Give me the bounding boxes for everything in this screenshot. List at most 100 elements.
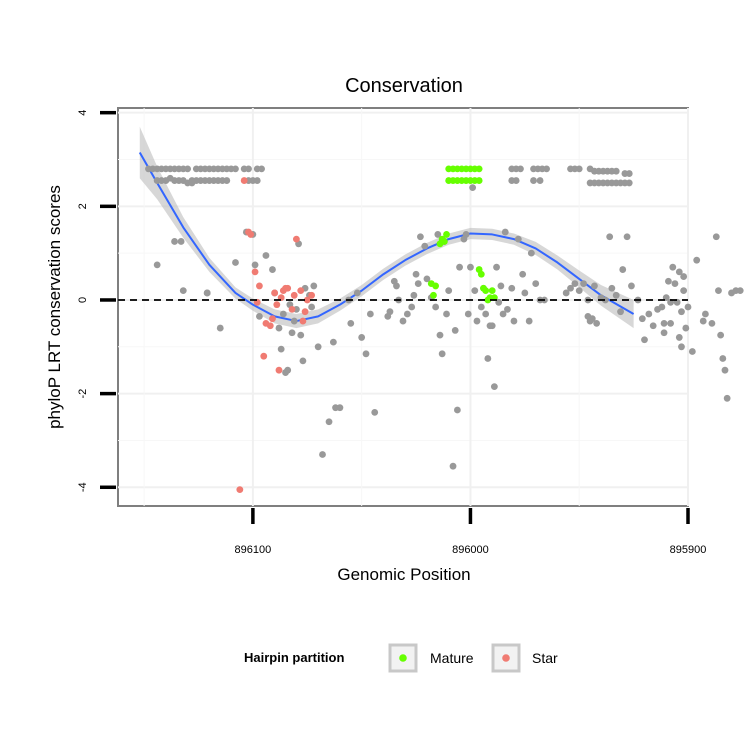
point-mature — [432, 282, 440, 290]
point-star — [275, 366, 283, 374]
point-other — [641, 336, 648, 344]
point-mature — [440, 238, 448, 245]
point-other — [584, 312, 592, 320]
point-other — [310, 282, 318, 290]
point-other — [436, 331, 444, 339]
y-tick-label: -4 — [77, 482, 89, 492]
point-other — [612, 291, 620, 299]
point-other — [434, 231, 442, 238]
point-other — [245, 165, 252, 173]
point-other — [421, 242, 429, 250]
point-mature — [488, 287, 496, 295]
point-other — [702, 310, 709, 318]
point-other — [284, 366, 292, 374]
point-other — [253, 177, 261, 184]
point-other — [329, 338, 337, 346]
axes: -4 -2 0 2 4 896100 896000 895900 — [77, 110, 706, 556]
point-star — [269, 315, 276, 323]
point-other — [432, 303, 440, 311]
point-other — [723, 394, 731, 402]
point-other — [290, 317, 298, 325]
point-other — [712, 233, 720, 241]
point-other — [477, 303, 485, 311]
point-other — [736, 287, 744, 295]
point-other — [580, 280, 587, 287]
point-other — [279, 310, 287, 318]
point-other — [171, 238, 178, 245]
point-other — [488, 322, 496, 330]
point-other — [532, 280, 540, 287]
point-other — [473, 317, 481, 325]
point-other — [403, 310, 411, 318]
point-star — [284, 284, 292, 292]
legend-label-star: Star — [532, 650, 558, 666]
point-other — [571, 280, 579, 287]
point-other — [495, 298, 503, 306]
plot-panel — [117, 107, 689, 507]
point-other — [721, 366, 729, 374]
point-star — [297, 287, 305, 295]
point-other — [469, 184, 477, 192]
point-star — [308, 291, 316, 299]
point-other — [467, 263, 474, 271]
point-other — [536, 177, 544, 184]
point-other — [258, 165, 265, 173]
point-other — [336, 404, 344, 412]
point-other — [408, 303, 416, 311]
point-other — [277, 345, 285, 353]
point-other — [669, 263, 677, 271]
point-other — [612, 167, 620, 175]
point-other — [177, 238, 185, 245]
point-other — [525, 317, 533, 325]
point-other — [606, 233, 614, 241]
point-other — [512, 177, 520, 184]
point-other — [179, 287, 187, 295]
point-other — [490, 383, 498, 390]
point-other — [619, 266, 627, 273]
x-tick-label: 895900 — [670, 544, 707, 556]
point-other — [497, 282, 505, 290]
point-other — [517, 165, 524, 173]
point-other — [521, 289, 529, 297]
point-other — [562, 289, 570, 297]
point-other — [347, 319, 355, 327]
point-other — [617, 308, 624, 316]
point-other — [386, 308, 394, 316]
point-other — [417, 233, 424, 241]
chart-title: Conservation — [345, 75, 463, 97]
point-other — [667, 319, 674, 327]
legend-dot-star — [502, 654, 510, 662]
point-other — [371, 408, 379, 416]
point-star — [247, 231, 255, 238]
point-other — [638, 315, 646, 323]
point-other — [608, 284, 616, 292]
point-other — [319, 451, 326, 458]
point-other — [678, 308, 685, 316]
point-other — [680, 273, 688, 280]
point-other — [665, 277, 672, 285]
point-star — [266, 322, 274, 330]
point-star — [251, 268, 259, 276]
point-other — [693, 256, 701, 264]
point-star — [292, 235, 300, 243]
point-other — [543, 165, 550, 173]
point-other — [232, 165, 239, 173]
point-other — [456, 263, 463, 271]
point-other — [393, 282, 400, 290]
point-other — [443, 310, 450, 318]
y-tick-label: -2 — [77, 389, 89, 399]
point-other — [362, 350, 370, 358]
point-other — [591, 282, 598, 290]
point-other — [153, 261, 161, 269]
point-other — [628, 282, 635, 290]
point-other — [299, 357, 307, 365]
point-other — [423, 275, 431, 283]
point-other — [717, 331, 725, 339]
point-other — [462, 231, 470, 238]
point-mature — [477, 270, 485, 278]
point-other — [623, 233, 631, 241]
legend-item-mature: Mature — [388, 643, 474, 673]
point-other — [353, 289, 361, 297]
point-mature — [475, 177, 483, 184]
